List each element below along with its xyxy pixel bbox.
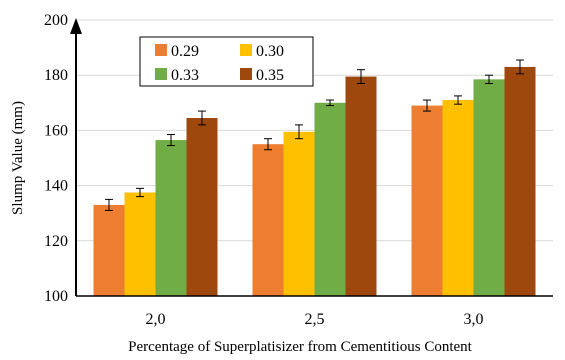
x-tick-label: 2,5 [305,311,325,328]
bar [504,66,536,296]
legend: 0.29 0.30 0.33 0.35 [139,36,314,87]
bar [411,105,443,296]
x-axis-title: Percentage of Superplatisizer from Cemen… [128,339,472,355]
x-tick-labels: 2,0 2,5 3,0 [146,311,484,328]
legend-label-2: 0.33 [171,67,199,84]
axes [70,18,553,297]
x-tick-label: 3,0 [464,311,484,328]
legend-swatch-0 [155,44,167,56]
y-axis-arrow [70,18,82,34]
x-tick-label: 2,0 [146,311,166,328]
legend-swatch-1 [240,44,252,56]
error-bars [105,59,524,211]
legend-swatch-2 [155,68,167,80]
legend-swatch-3 [240,68,252,80]
y-tick-label: 100 [44,288,68,305]
legend-label-1: 0.30 [256,43,284,60]
y-tick-label: 200 [44,12,68,29]
bar [252,144,284,296]
bar [345,76,377,296]
legend-label-0: 0.29 [171,43,199,60]
y-tick-label: 140 [44,178,68,195]
bar [155,140,187,296]
bar [442,100,474,296]
bar [314,102,346,296]
y-tick-labels: 100 120 140 160 180 200 [44,12,68,305]
bar [283,131,315,296]
y-tick-label: 180 [44,67,68,84]
bars [93,66,536,296]
bar [93,204,125,296]
legend-label-3: 0.35 [256,67,284,84]
bar [124,192,156,296]
y-tick-label: 160 [44,122,68,139]
y-tick-label: 120 [44,233,68,250]
y-axis-title: Slump Value (mm) [10,101,26,215]
bar [186,117,218,296]
bar [473,79,505,296]
legend-box [139,36,314,87]
